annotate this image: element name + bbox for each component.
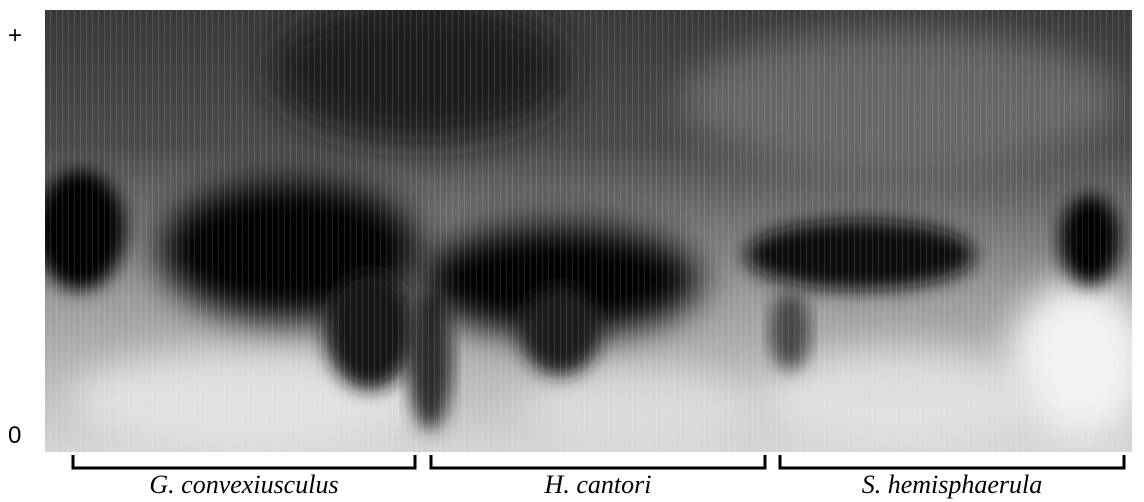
lane-label: H. cantori — [544, 470, 652, 499]
lane-label: S. hemisphaerula — [861, 470, 1043, 499]
bracket — [778, 455, 1126, 470]
lane-brackets — [71, 455, 1126, 470]
lane-label: G. convexiusculus — [149, 470, 339, 499]
marker-top: + — [8, 22, 23, 49]
marker-bottom: 0 — [8, 422, 22, 449]
bracket — [71, 455, 417, 470]
bracket — [429, 455, 767, 470]
